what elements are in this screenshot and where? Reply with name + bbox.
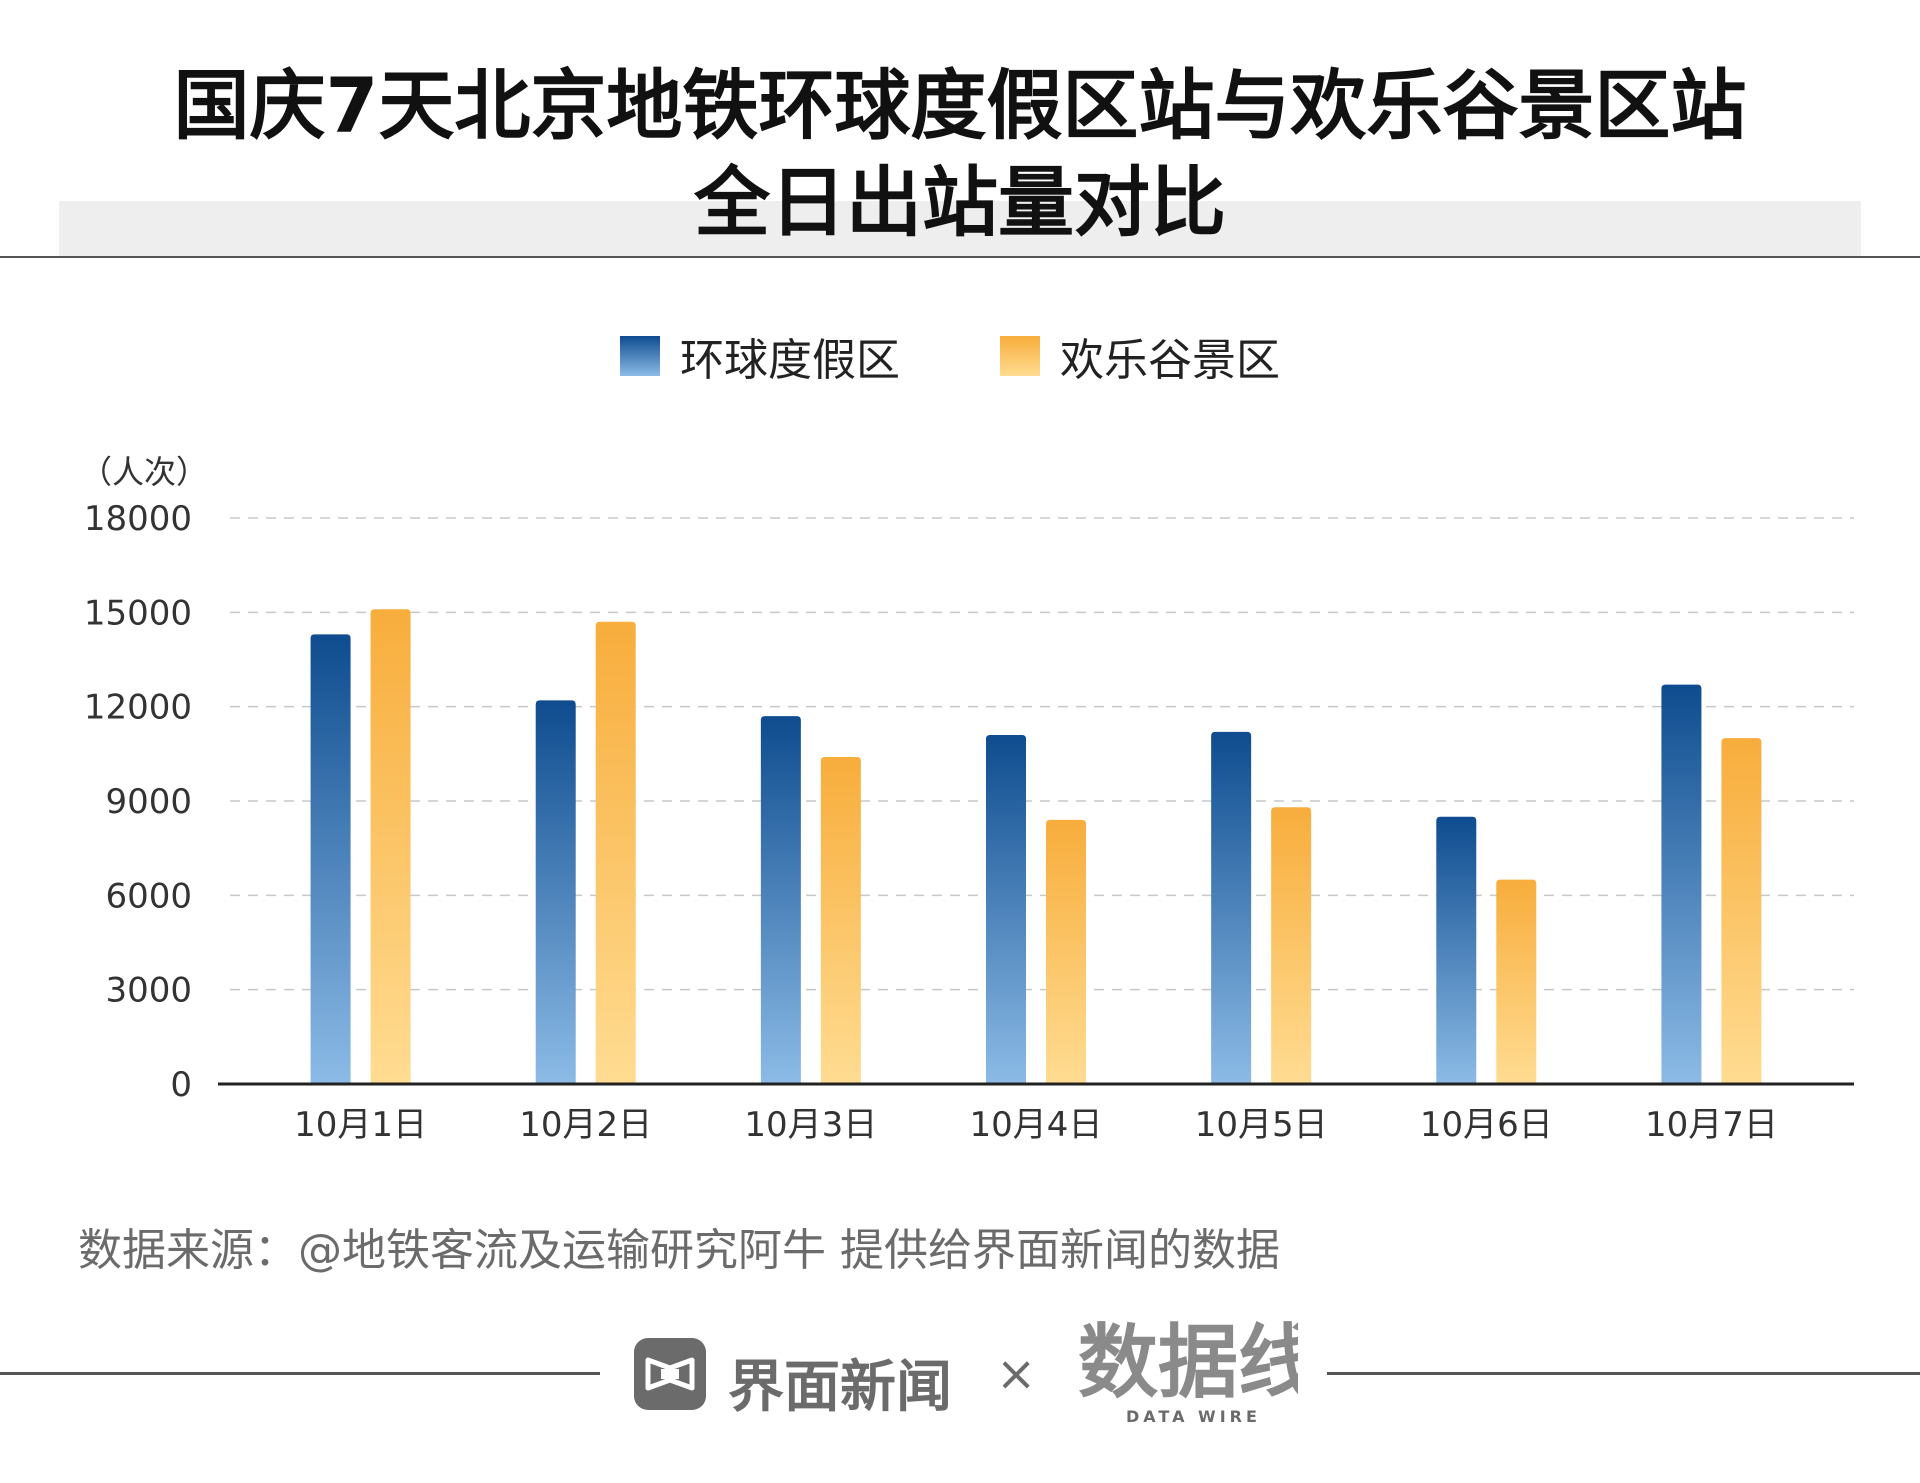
bar-universal [1211,731,1252,1084]
data-source-note: 数据来源：@地铁客流及运输研究阿牛 提供给界面新闻的数据 [78,1225,1280,1276]
grid-lines [230,517,1854,991]
data-wire-logo: 数据线 DATA WIRE [1078,1316,1298,1426]
jiemian-logo-icon [634,1338,706,1410]
footer-rule-right [1327,1372,1920,1375]
collaboration-times-sign: × [996,1346,1037,1402]
legend-item-universal: 环球度假区 [620,328,900,386]
data-wire-logo-mark: 数据线 [1078,1316,1298,1409]
x-tick-label: 10月6日 [1420,1105,1553,1145]
y-tick-label: 18000 [84,499,192,539]
legend-swatch-happy-valley [1000,336,1040,376]
x-axis-ticks: 10月1日 10月2日 10月3日 10月4日 10月5日 10月6日 10月7日 [294,1105,1778,1145]
x-tick-label: 10月4日 [970,1105,1103,1145]
y-axis-ticks: 0 3000 6000 9000 12000 15000 18000 [84,499,192,1105]
x-tick-label: 10月5日 [1195,1105,1328,1145]
x-tick-label: 10月2日 [519,1105,652,1145]
jiemian-brand-name: 界面新闻 [728,1355,952,1420]
y-tick-label: 9000 [105,782,192,822]
bar-universal [760,716,801,1084]
y-tick-label: 6000 [105,876,192,916]
bar-happy-valley [1046,819,1086,1084]
legend-item-happy-valley: 欢乐谷景区 [1000,328,1280,386]
legend-label-happy-valley: 欢乐谷景区 [1060,335,1280,386]
bar-happy-valley [1496,879,1537,1084]
bars [310,609,1762,1084]
bar-universal [535,700,576,1084]
bar-universal [1661,684,1702,1084]
title-band [59,201,1861,257]
title-divider [0,256,1920,258]
x-tick-label: 10月1日 [294,1105,427,1145]
bar-universal [986,734,1026,1084]
y-tick-label: 15000 [84,593,192,633]
chart-title-line-2: 全日出站量对比 [694,158,1226,247]
bar-universal [310,634,351,1084]
y-tick-label: 0 [170,1065,192,1105]
bar-happy-valley [370,609,411,1084]
legend-swatch-universal [620,336,660,376]
x-tick-label: 10月7日 [1645,1105,1778,1145]
bar-happy-valley [595,621,636,1084]
y-tick-label: 12000 [84,688,192,728]
footer-rule-left [0,1372,600,1375]
y-tick-label: 3000 [105,971,192,1011]
chart-title-line-1: 国庆7天北京地铁环球度假区站与欢乐谷景区站 [173,61,1747,150]
legend-label-universal: 环球度假区 [680,335,900,386]
bar-happy-valley [1721,738,1762,1084]
bar-universal [1436,816,1477,1084]
y-axis-unit-label: （人次） [80,453,208,491]
data-wire-logo-subtitle: DATA WIRE [1126,1407,1261,1426]
bar-happy-valley [1271,807,1312,1084]
bar-happy-valley [820,756,861,1084]
chart-legend: 环球度假区 欢乐谷景区 [0,328,1920,386]
x-tick-label: 10月3日 [744,1105,877,1145]
